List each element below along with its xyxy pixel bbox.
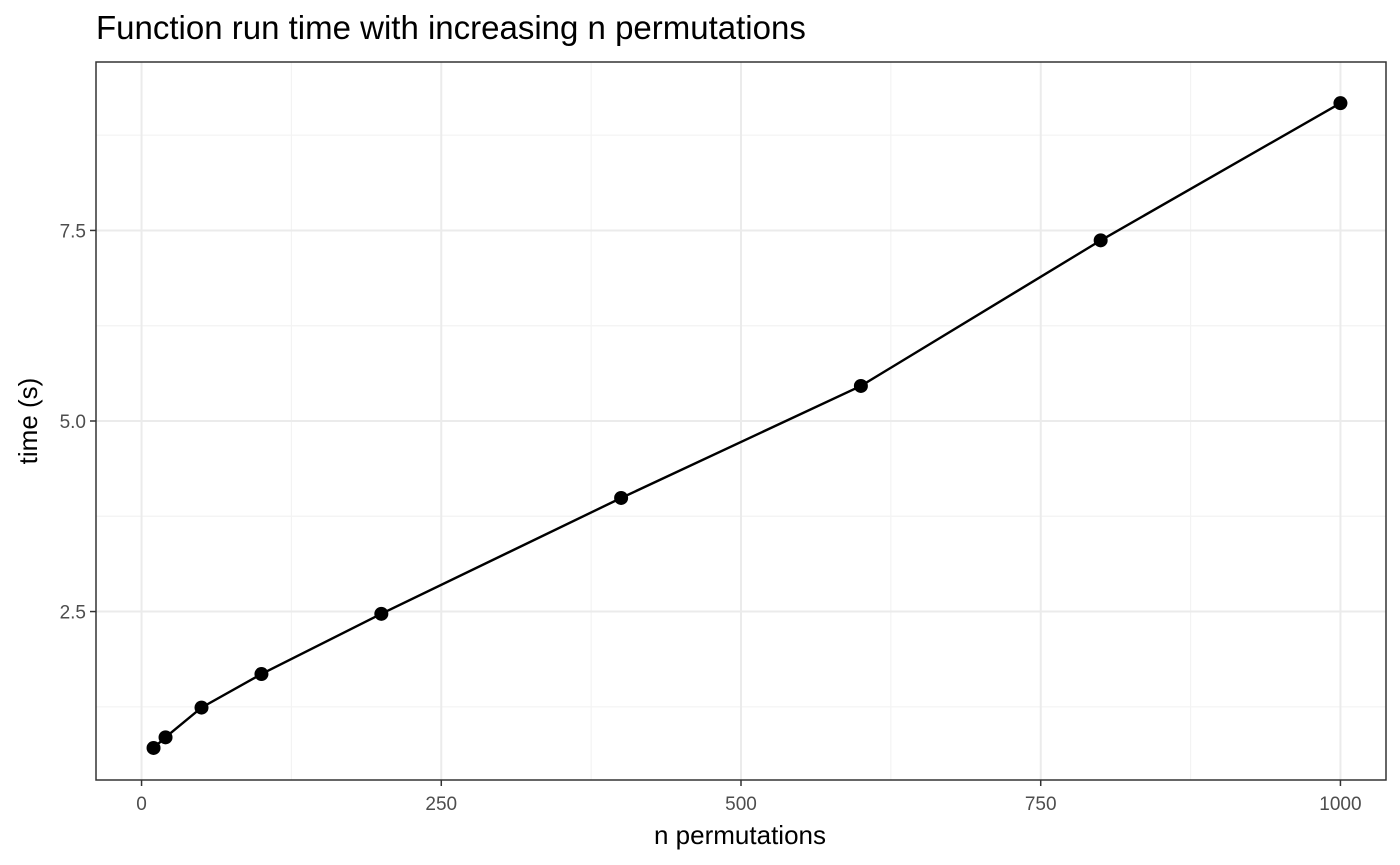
series-layer (146, 96, 1348, 755)
data-point (1093, 233, 1108, 248)
x-axis-title: n permutations (654, 820, 826, 850)
x-tick-label: 0 (136, 794, 147, 815)
x-tick-label: 250 (425, 794, 457, 815)
x-tick-label: 500 (725, 794, 757, 815)
data-point (1333, 96, 1348, 111)
y-tick-label: 7.5 (60, 221, 86, 242)
y-axis-ticks: 2.5 5.0 7.5 (60, 221, 96, 624)
data-point (194, 700, 209, 715)
y-tick-label: 2.5 (60, 603, 86, 624)
y-axis-title: time (s) (13, 378, 43, 465)
data-point (158, 730, 173, 745)
data-point (146, 740, 161, 755)
x-tick-label: 1000 (1319, 794, 1361, 815)
chart-title: Function run time with increasing n perm… (96, 9, 806, 46)
x-axis-ticks: 0 250 500 750 1000 (136, 780, 1362, 815)
major-gridlines (96, 62, 1386, 780)
x-tick-label: 750 (1025, 794, 1057, 815)
data-point (374, 606, 389, 621)
data-point (853, 378, 868, 393)
y-tick-label: 5.0 (60, 412, 86, 433)
data-point (614, 490, 629, 505)
data-point (254, 667, 269, 682)
